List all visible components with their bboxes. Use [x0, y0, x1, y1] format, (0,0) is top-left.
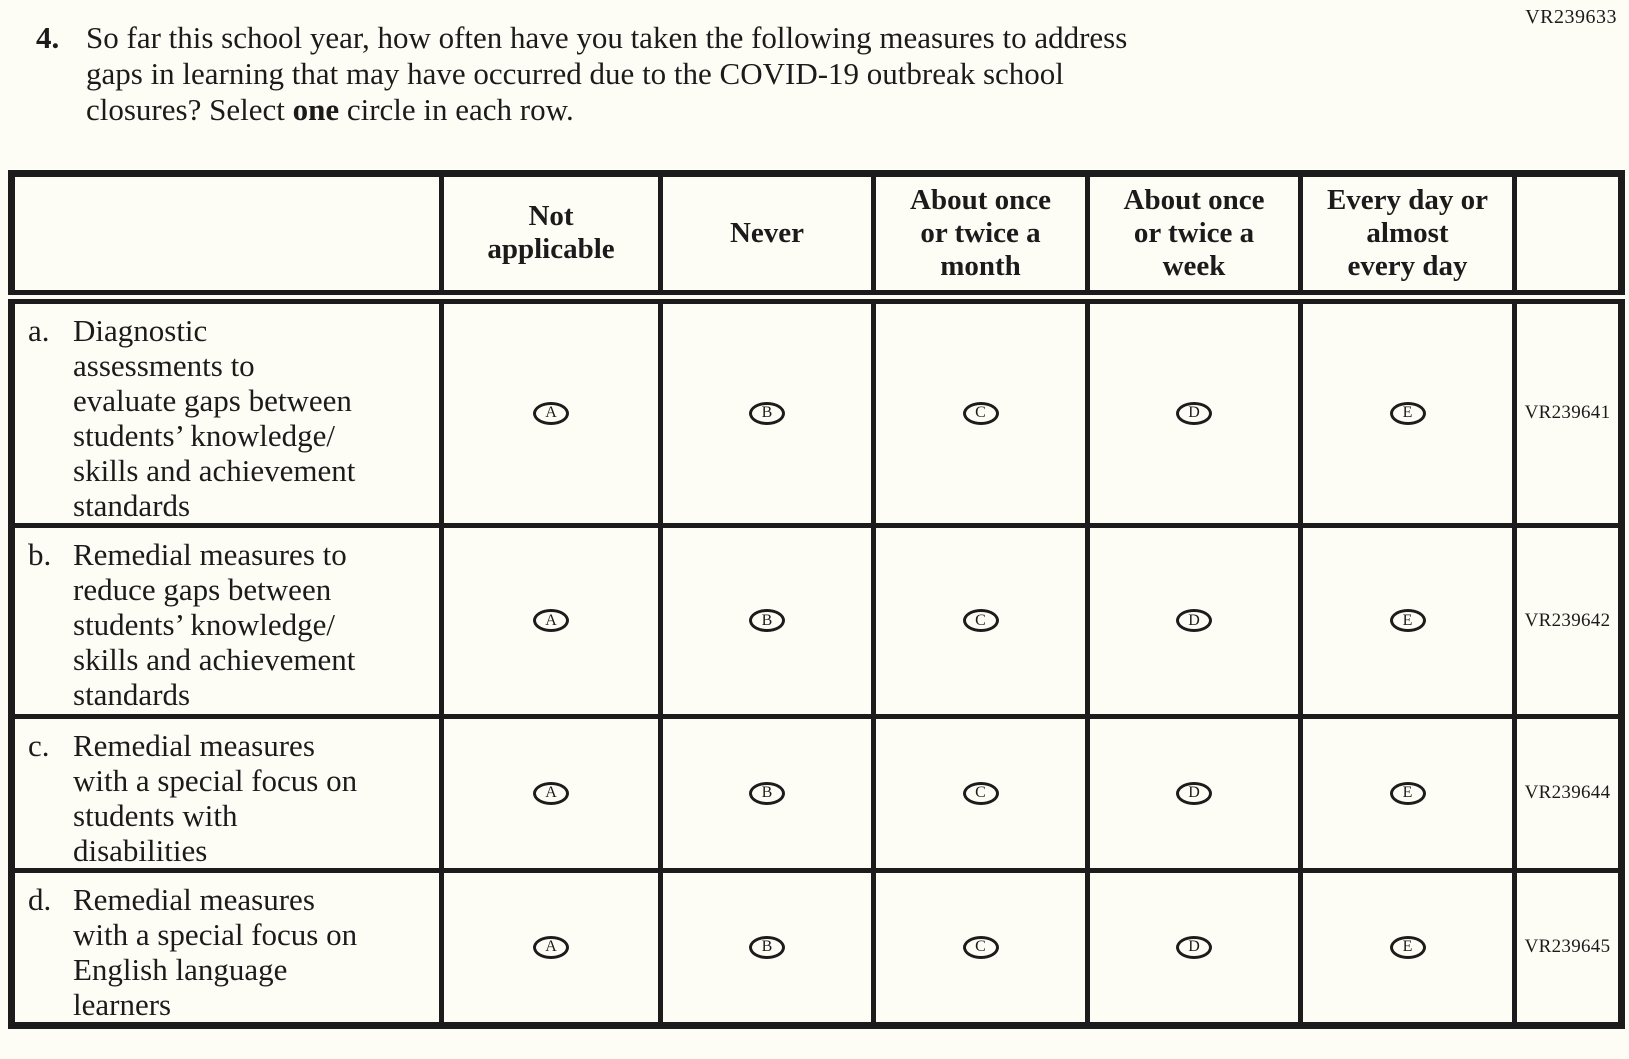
table-row-d: d. Remedial measures with a special focu…	[9, 867, 1624, 1028]
row-label: c. Remedial measures with a special focu…	[9, 713, 444, 873]
question-number: 4.	[36, 20, 60, 55]
row-d-cell-once-twice-month: C	[871, 867, 1090, 1028]
row-b-cell-every-day: E	[1298, 522, 1517, 719]
row-a-option-B[interactable]: B	[749, 401, 785, 425]
row-b-option-B[interactable]: B	[749, 609, 785, 632]
column-header-once-twice-week: About once or twice a week	[1085, 171, 1303, 304]
instruction-bold-word: one	[292, 92, 340, 127]
row-d-cell-not-applicable: A	[439, 867, 663, 1028]
row-a-cell-once-twice-month: C	[871, 294, 1090, 528]
row-c-cell-once-twice-month: C	[871, 713, 1090, 873]
row-label: a. Diagnostic assessments to evaluate ga…	[9, 294, 444, 528]
row-code: VR239644	[1512, 713, 1624, 873]
row-label-text: Remedial measures with a special focus o…	[73, 881, 358, 1022]
row-c-option-C[interactable]: C	[962, 781, 999, 805]
instruction-post: circle in each row.	[339, 92, 574, 127]
question-body: So far this school year, how often have …	[86, 20, 1127, 128]
question-block: 4. So far this school year, how often ha…	[0, 0, 1629, 128]
row-d-option-E[interactable]: E	[1389, 935, 1426, 959]
row-d-cell-every-day: E	[1298, 867, 1517, 1028]
row-letter: d.	[28, 881, 52, 917]
row-a-cell-every-day: E	[1298, 294, 1517, 528]
row-c-cell-every-day: E	[1298, 713, 1517, 873]
row-b-cell-once-twice-week: D	[1085, 522, 1303, 719]
row-letter: c.	[28, 727, 50, 763]
form-code: VR239633	[1525, 6, 1617, 28]
row-b-cell-never: B	[658, 522, 876, 719]
row-a-cell-never: B	[658, 294, 876, 528]
row-d-option-A[interactable]: A	[533, 935, 569, 959]
row-code: VR239645	[1512, 867, 1624, 1028]
column-header-every-day: Every day or almost every day	[1298, 171, 1517, 304]
row-c-option-D[interactable]: D	[1176, 781, 1212, 805]
row-letter: a.	[28, 312, 50, 348]
row-b-cell-once-twice-month: C	[871, 522, 1090, 719]
row-d-cell-once-twice-week: D	[1085, 867, 1303, 1028]
row-a-cell-not-applicable: A	[439, 294, 663, 528]
row-label-text: Diagnostic assessments to evaluate gaps …	[73, 312, 356, 523]
table-row-c: c. Remedial measures with a special focu…	[9, 713, 1624, 873]
header-stub-cell	[9, 171, 444, 304]
row-code: VR239641	[1512, 294, 1624, 528]
row-b-option-E[interactable]: E	[1389, 609, 1426, 632]
question-instruction: closures? Select one circle in each row.	[86, 92, 1127, 128]
row-d-option-D[interactable]: D	[1176, 935, 1212, 959]
row-c-option-E[interactable]: E	[1389, 781, 1426, 805]
table-row-a: a. Diagnostic assessments to evaluate ga…	[9, 294, 1624, 528]
row-label-text: Remedial measures to reduce gaps between…	[73, 536, 356, 712]
row-b-option-A[interactable]: A	[533, 609, 569, 632]
header-code-cell	[1512, 171, 1624, 304]
row-a-option-A[interactable]: A	[533, 401, 569, 425]
question-text: So far this school year, how often have …	[86, 20, 1128, 91]
row-label: b. Remedial measures to reduce gaps betw…	[9, 522, 444, 719]
row-d-option-C[interactable]: C	[962, 935, 999, 959]
row-c-cell-not-applicable: A	[439, 713, 663, 873]
row-label-text: Remedial measures with a special focus o…	[73, 727, 358, 868]
row-b-cell-not-applicable: A	[439, 522, 663, 719]
table-row-b: b. Remedial measures to reduce gaps betw…	[9, 522, 1624, 719]
row-b-option-D[interactable]: D	[1176, 609, 1212, 632]
instruction-pre: closures? Select	[86, 92, 293, 127]
row-c-cell-once-twice-week: D	[1085, 713, 1303, 873]
column-header-once-twice-month: About once or twice a month	[871, 171, 1090, 304]
row-d-cell-never: B	[658, 867, 876, 1028]
row-a-option-D[interactable]: D	[1176, 401, 1212, 425]
row-d-option-B[interactable]: B	[749, 935, 785, 959]
row-a-option-E[interactable]: E	[1389, 401, 1426, 425]
header-row: Not applicable Never About once or twice…	[9, 171, 1624, 304]
column-header-not-applicable: Not applicable	[439, 171, 663, 304]
row-c-option-A[interactable]: A	[533, 781, 569, 805]
column-header-never: Never	[658, 171, 876, 304]
row-a-option-C[interactable]: C	[962, 401, 999, 425]
row-a-cell-once-twice-week: D	[1085, 294, 1303, 528]
response-table: Not applicable Never About once or twice…	[8, 170, 1625, 1029]
row-c-option-B[interactable]: B	[749, 781, 785, 805]
row-c-cell-never: B	[658, 713, 876, 873]
row-b-option-C[interactable]: C	[962, 609, 999, 632]
row-letter: b.	[28, 536, 52, 572]
row-code: VR239642	[1512, 522, 1624, 719]
row-label: d. Remedial measures with a special focu…	[9, 867, 444, 1028]
